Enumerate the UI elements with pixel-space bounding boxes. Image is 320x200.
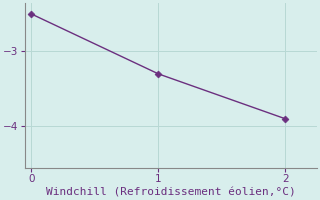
X-axis label: Windchill (Refroidissement éolien,°C): Windchill (Refroidissement éolien,°C) bbox=[46, 187, 296, 197]
